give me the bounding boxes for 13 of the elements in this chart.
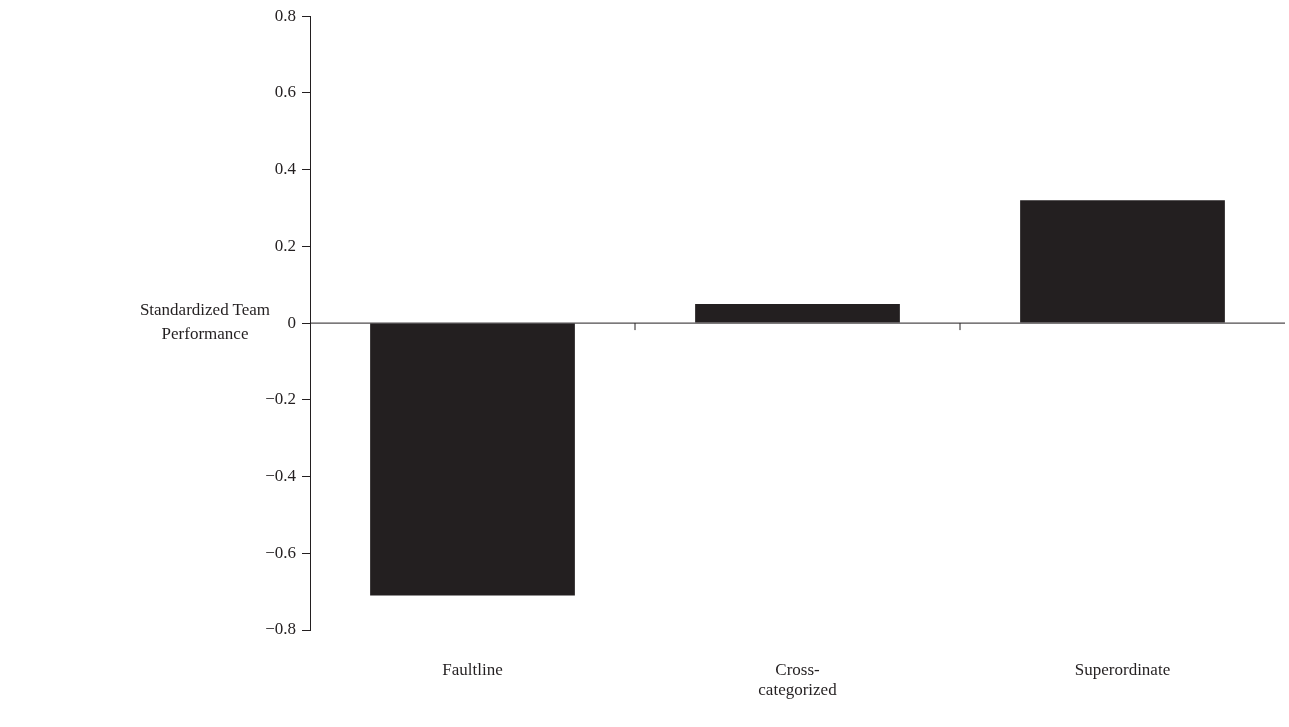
y-tick-label: 0.8 [274, 5, 296, 25]
y-tick-label: −0.6 [265, 542, 296, 562]
y-tick-label: 0 [287, 312, 296, 332]
x-tick-label: Faultline [442, 659, 503, 679]
y-tick-label: 0.6 [274, 82, 296, 102]
x-tick-label: Cross-categorized [758, 659, 838, 700]
y-tick-label: −0.8 [265, 619, 296, 639]
y-axis-title: Standardized Team Performance [139, 300, 271, 343]
y-tick-label: 0.2 [274, 235, 296, 255]
y-tick-label: −0.2 [265, 389, 296, 409]
y-tick-label: 0.4 [274, 159, 297, 179]
x-tick-label: Superordinate [1074, 659, 1171, 679]
y-tick-label: −0.4 [265, 466, 297, 486]
